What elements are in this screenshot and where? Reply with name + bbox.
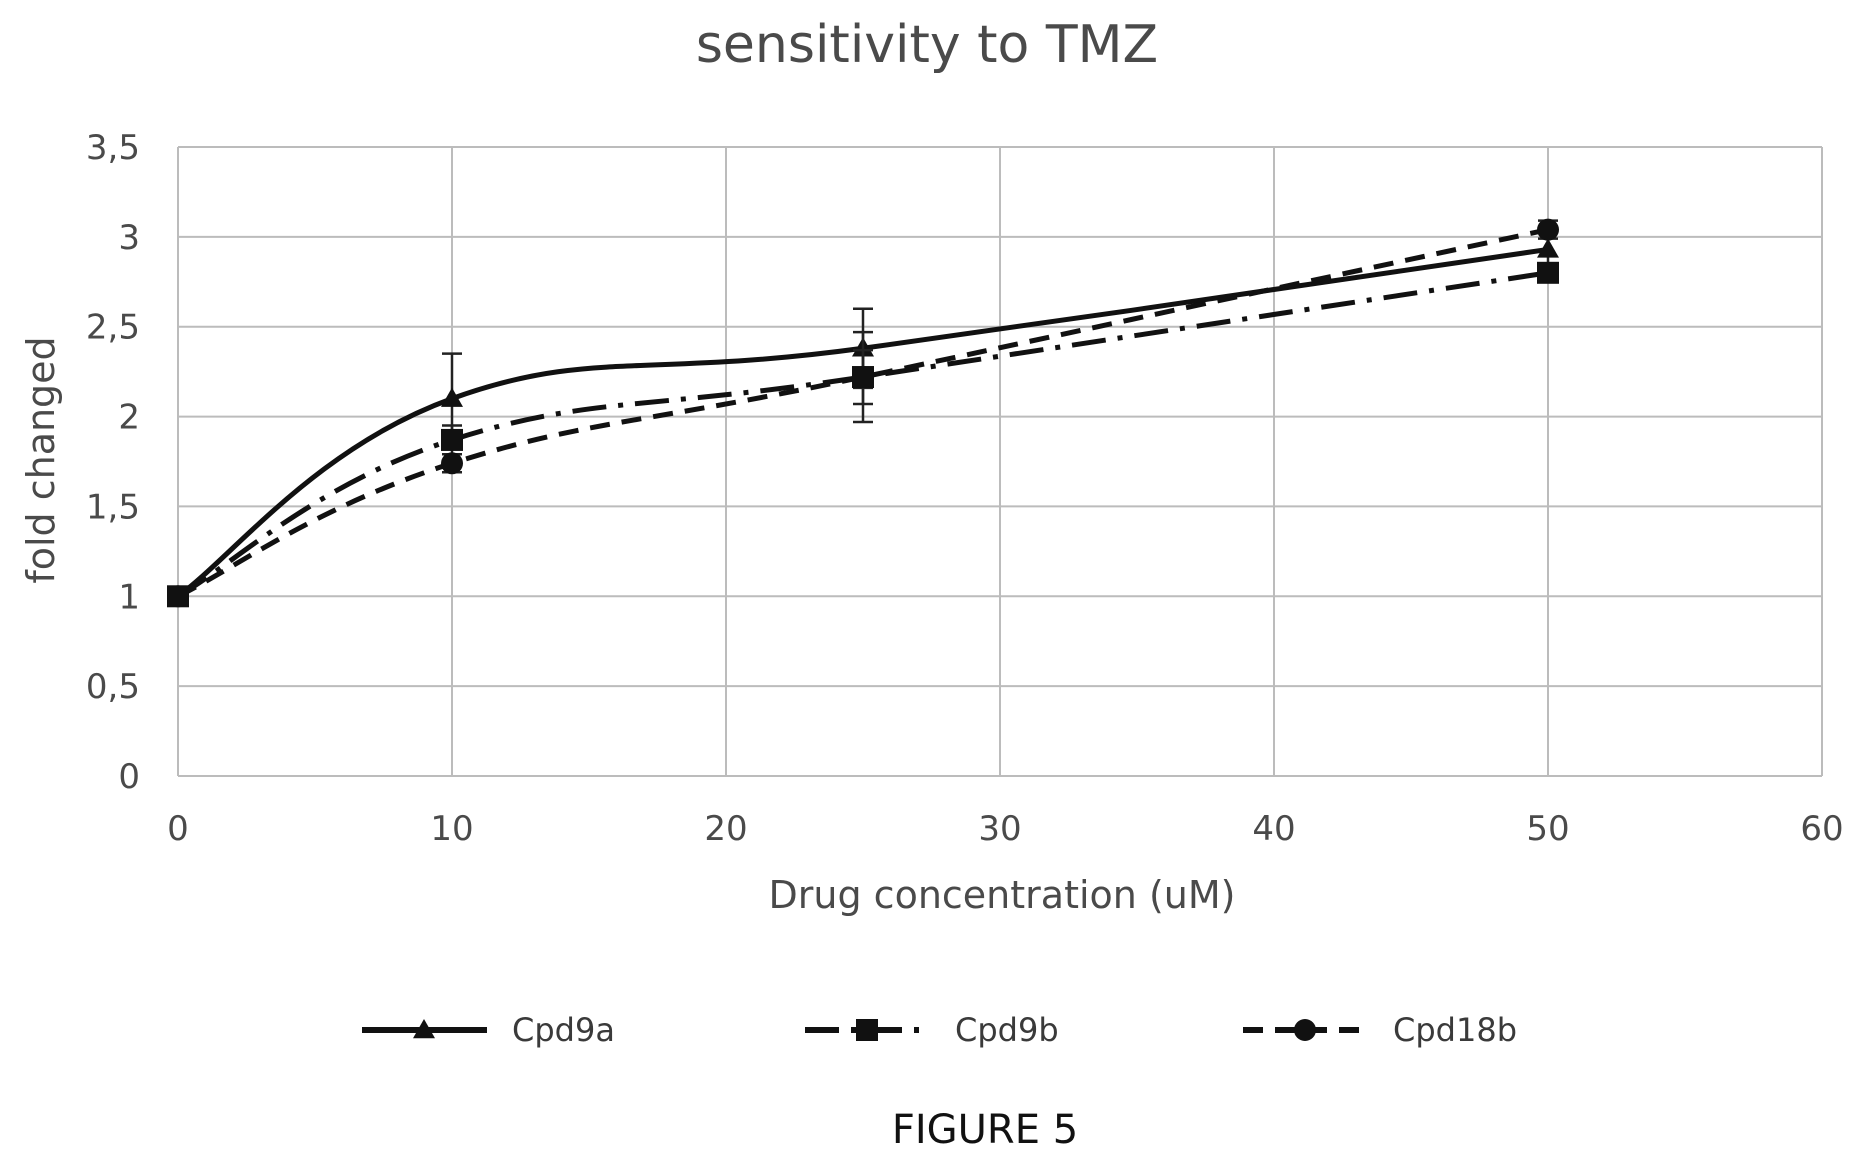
y-tick-label: 0 — [118, 757, 140, 797]
series-line — [176, 246, 1549, 599]
legend-item-cpd9b: Cpd9b — [805, 1011, 1059, 1049]
series-layer — [167, 218, 1559, 608]
data-point — [441, 428, 463, 451]
y-axis-label: fold changed — [19, 336, 63, 583]
y-tick-label: 1 — [118, 577, 140, 617]
legend-swatch-marker — [1294, 1019, 1316, 1041]
y-tick-label: 3 — [118, 218, 140, 258]
legend-swatch-marker — [413, 1019, 435, 1039]
data-point — [167, 585, 189, 608]
legend: Cpd9a Cpd9b Cpd18b — [362, 1011, 1517, 1049]
x-tick-label: 50 — [1526, 809, 1569, 849]
x-tick-label: 20 — [704, 809, 747, 849]
x-tick-label: 60 — [1800, 809, 1843, 849]
legend-item-cpd18b: Cpd18b — [1243, 1011, 1517, 1049]
data-point — [852, 366, 874, 389]
series-line — [176, 270, 1549, 599]
tick-labels: 0 0,5 1 1,5 2 2,5 3 3,5 0 10 20 30 40 50 60 — [86, 128, 1844, 849]
grid — [177, 146, 1823, 777]
y-tick-label: 0,5 — [86, 667, 140, 707]
data-point — [1537, 261, 1559, 284]
legend-label: Cpd9b — [955, 1011, 1059, 1049]
x-tick-label: 30 — [978, 809, 1021, 849]
chart-title: sensitivity to TMZ — [696, 15, 1158, 75]
series-cpd18b — [167, 218, 1559, 608]
x-tick-label: 10 — [430, 809, 473, 849]
data-point — [1537, 238, 1559, 258]
data-point — [1537, 218, 1559, 241]
figure-caption: FIGURE 5 — [892, 1107, 1078, 1153]
legend-item-cpd9a: Cpd9a — [362, 1011, 615, 1049]
x-tick-label: 0 — [167, 809, 189, 849]
legend-label: Cpd18b — [1393, 1011, 1517, 1049]
legend-label: Cpd9a — [512, 1011, 615, 1049]
data-point — [441, 452, 463, 475]
y-tick-label: 1,5 — [86, 487, 140, 527]
legend-swatch-marker — [856, 1019, 878, 1041]
y-tick-label: 2,5 — [86, 308, 140, 348]
data-point — [441, 387, 463, 407]
x-tick-label: 40 — [1252, 809, 1295, 849]
y-tick-label: 2 — [118, 398, 140, 438]
y-tick-label: 3,5 — [86, 128, 140, 168]
x-axis-label: Drug concentration (uM) — [769, 873, 1236, 917]
